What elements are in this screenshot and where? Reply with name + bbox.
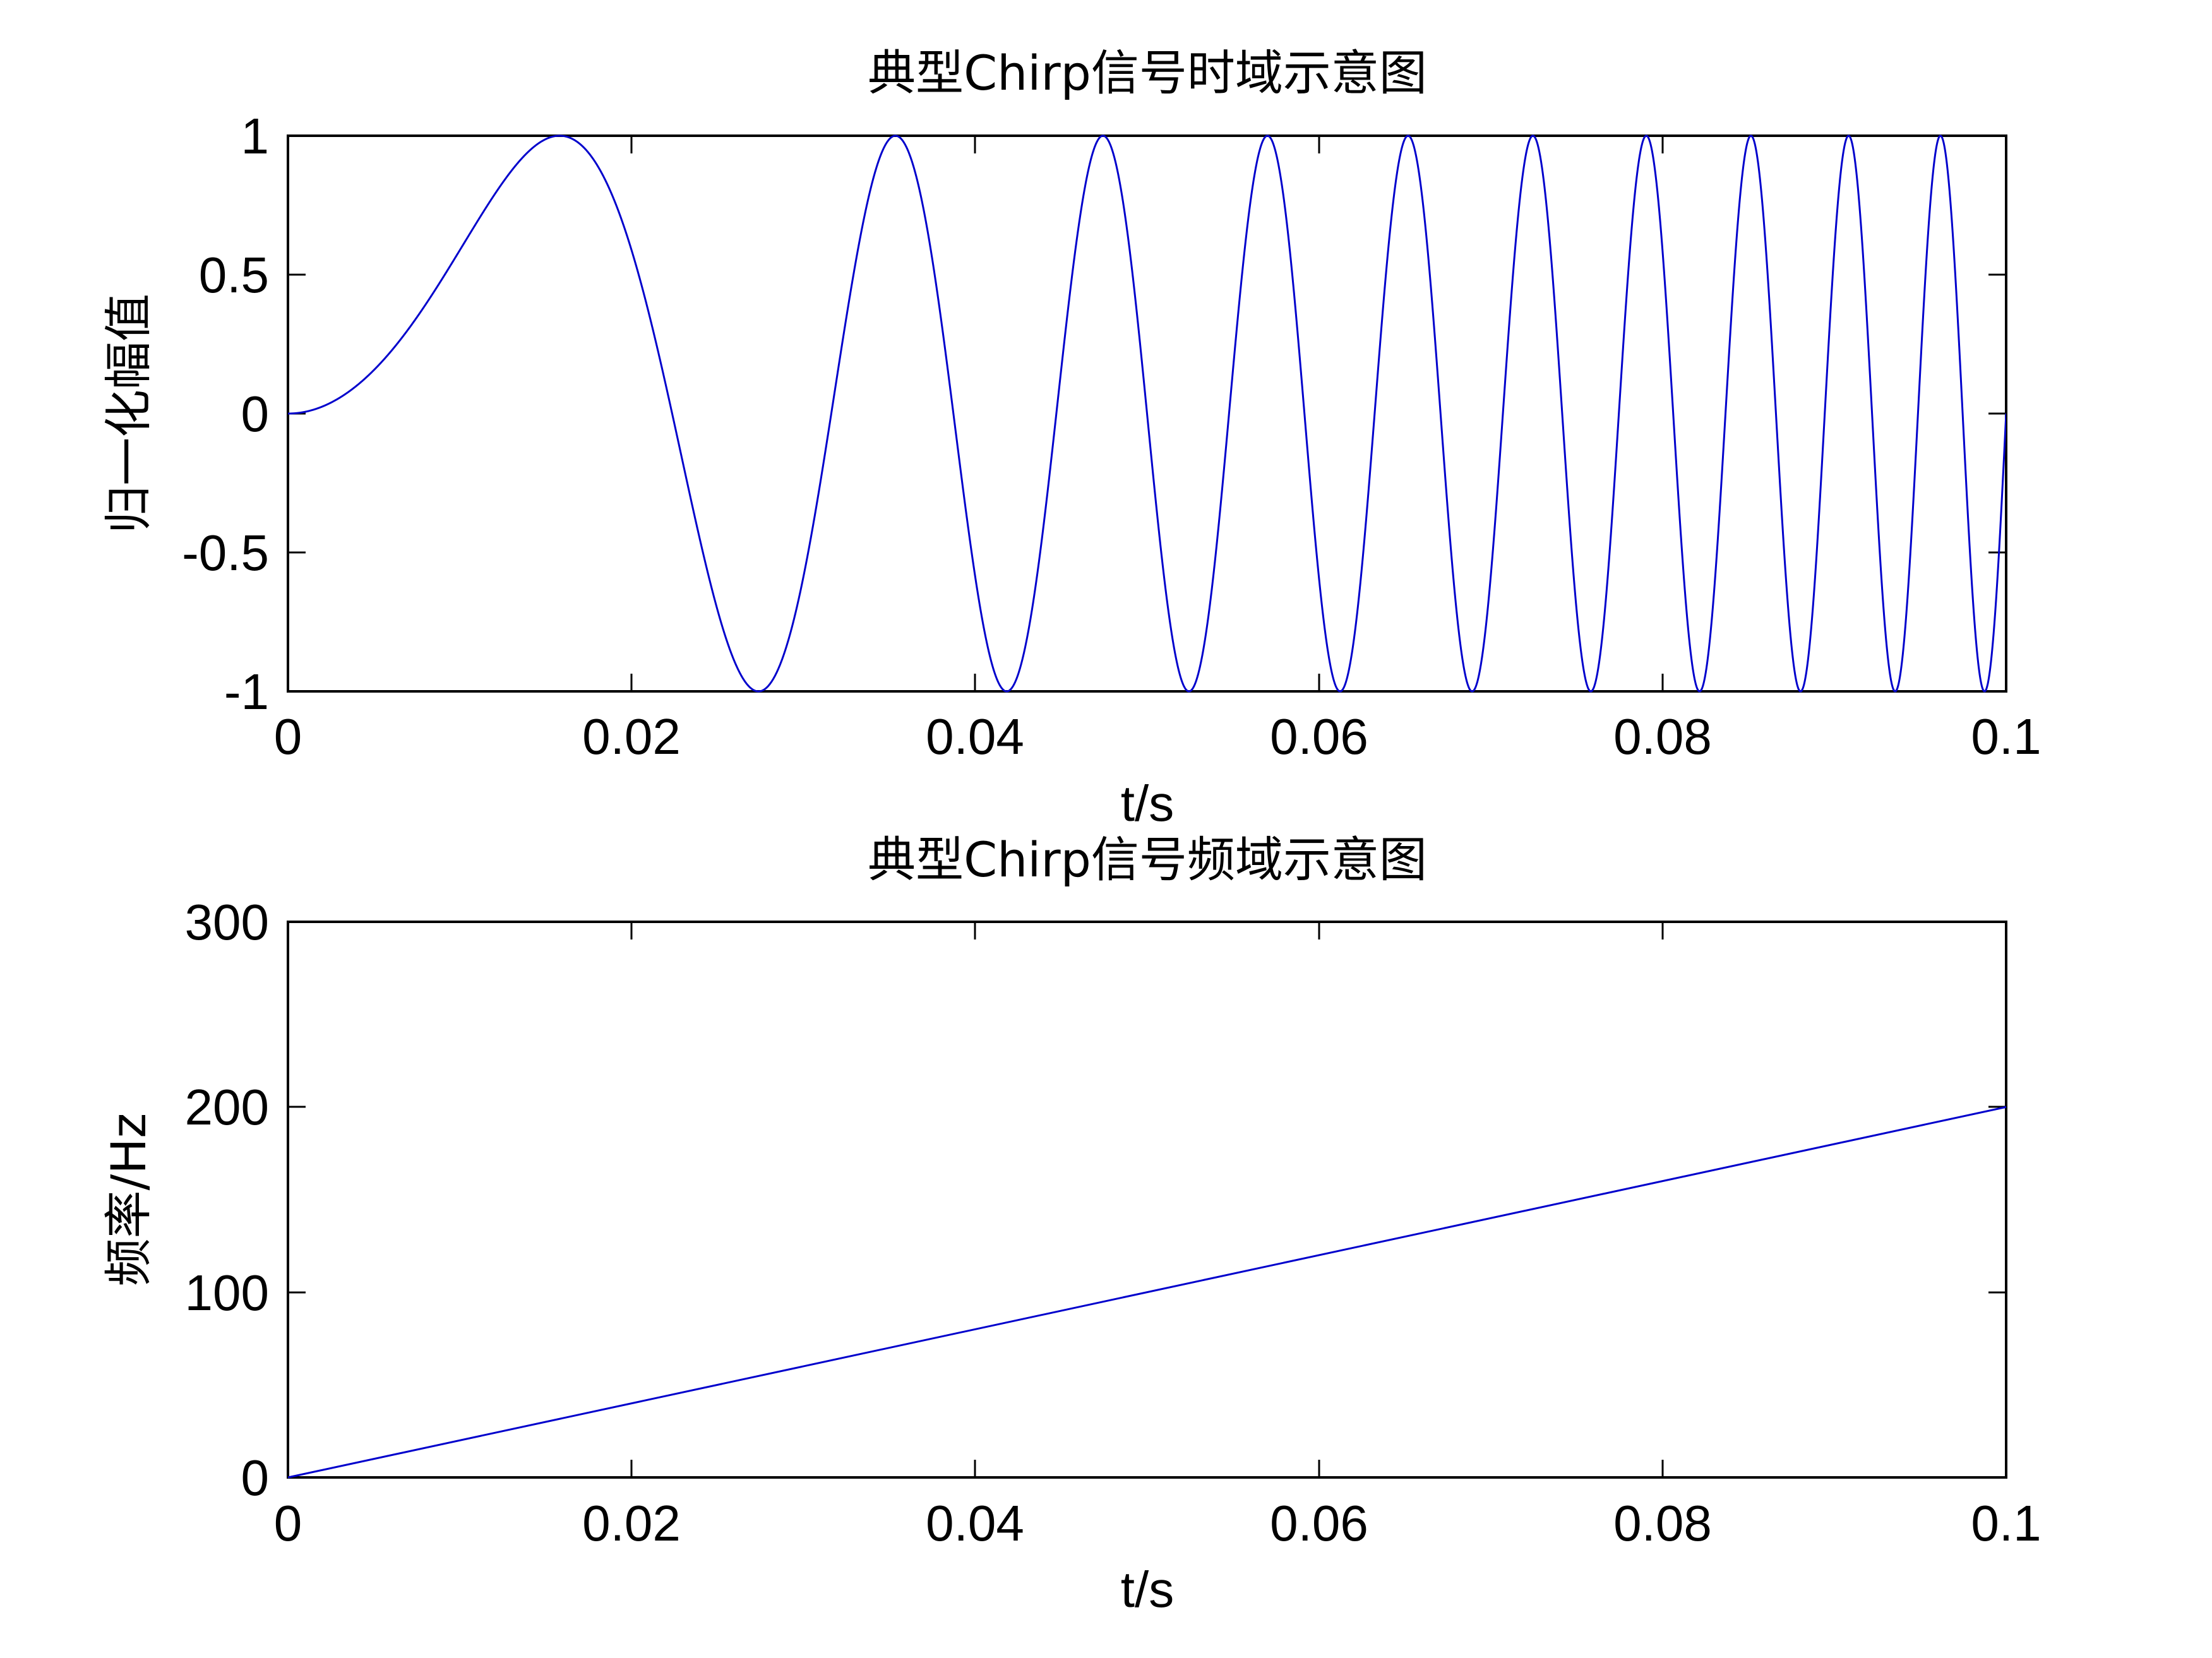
time-domain-xlabel: t/s xyxy=(1121,775,1174,832)
frequency-domain-series-line xyxy=(287,1106,2007,1479)
time-domain-title: 典型Chirp信号时域示意图 xyxy=(868,45,1427,101)
frequency-domain-title: 典型Chirp信号频域示意图 xyxy=(868,832,1427,888)
frequency-domain-xtick-label: 0.06 xyxy=(1270,1495,1368,1551)
frequency-domain-ytick-label: 300 xyxy=(185,894,269,950)
frequency-domain-xlabel: t/s xyxy=(1121,1561,1174,1618)
time-domain-ytick-label: 0 xyxy=(241,386,270,442)
time-domain-xtick-label: 0.06 xyxy=(1270,708,1368,765)
frequency-domain-ytick-label: 100 xyxy=(185,1265,269,1321)
frequency-domain-x-ticks xyxy=(287,922,2007,1477)
frequency-domain-y-ticks xyxy=(288,921,2006,1479)
time-domain-xtick-label: 0.04 xyxy=(926,708,1024,765)
time-domain-xtick-label: 0.1 xyxy=(1971,708,2041,765)
frequency-domain-axes-box xyxy=(287,921,2007,1479)
time-domain-xtick-label: 0.02 xyxy=(582,708,681,765)
frequency-domain-plot: 典型Chirp信号频域示意图 300 200 100 0 0 0.02 0.04… xyxy=(100,832,2042,1618)
frequency-domain-xtick-label: 0.04 xyxy=(926,1495,1024,1551)
frequency-domain-ylabel: 频率/Hz xyxy=(100,1113,157,1287)
frequency-domain-xtick-label: 0.02 xyxy=(582,1495,681,1551)
frequency-domain-ytick-label: 0 xyxy=(241,1450,270,1506)
frequency-domain-xtick-label: 0.1 xyxy=(1971,1495,2041,1551)
frequency-domain-xtick-label: 0 xyxy=(274,1495,302,1551)
frequency-domain-xtick-label: 0.08 xyxy=(1613,1495,1712,1551)
time-domain-plot: 典型Chirp信号时域示意图 1 0.5 0 -0.5 -1 0 0.02 0.… xyxy=(100,45,2042,832)
time-domain-ytick-label: -1 xyxy=(224,664,269,720)
time-domain-xtick-label: 0.08 xyxy=(1613,708,1712,765)
time-domain-ytick-label: 1 xyxy=(241,108,270,164)
time-domain-ytick-label: -0.5 xyxy=(182,525,269,581)
time-domain-x-ticks xyxy=(287,136,2007,691)
time-domain-series-line xyxy=(288,134,2006,693)
time-domain-ytick-label: 0.5 xyxy=(199,247,269,303)
frequency-domain-ytick-label: 200 xyxy=(185,1079,269,1135)
time-domain-xtick-label: 0 xyxy=(274,708,302,765)
time-domain-ylabel: 归一化幅值 xyxy=(100,294,157,534)
